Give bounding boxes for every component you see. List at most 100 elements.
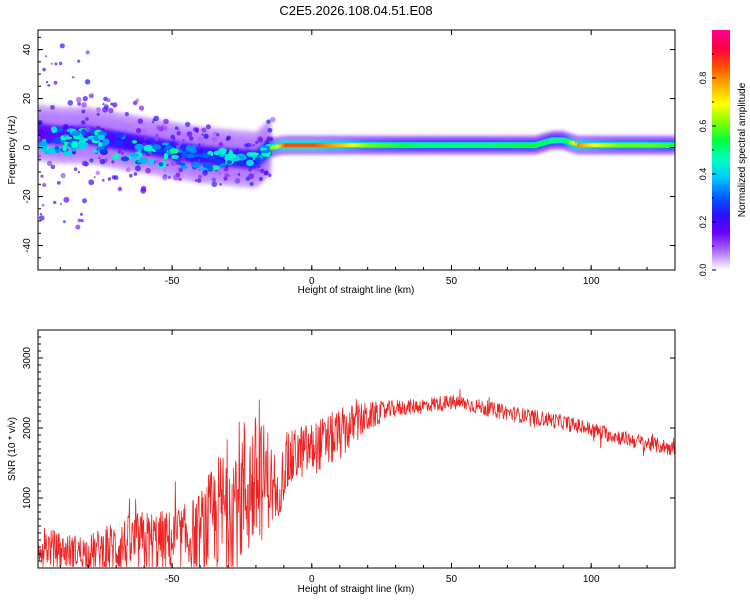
y-tick-label: 1000	[22, 486, 33, 509]
colorbar-label: Normalized spectral amplitude	[737, 82, 748, 217]
spectrogram-ridge-cell	[278, 144, 282, 148]
spectrogram-speck	[89, 141, 93, 145]
spectrogram-ridge-cell	[515, 143, 519, 147]
spectrogram-speck	[59, 202, 63, 206]
spectrogram-ridge-cell	[373, 143, 377, 147]
spectrogram-speck	[176, 131, 181, 136]
spectrogram-ridge-cell	[451, 143, 455, 147]
spectrogram-speck	[192, 127, 198, 132]
spectrogram-speck	[211, 136, 217, 143]
spectrogram-speck	[62, 124, 69, 130]
spectrogram-speck	[170, 140, 176, 146]
spectrogram-speck	[96, 112, 100, 116]
spectrogram-ridge-cell	[378, 143, 383, 147]
spectrogram-speck	[75, 224, 81, 230]
spectrogram-ridge-cell	[658, 143, 662, 147]
spectrogram-ridge-cell	[272, 145, 276, 149]
spectrogram-speck	[174, 126, 179, 130]
spectrogram-ridge-cell	[381, 143, 385, 147]
spectrogram-speck	[198, 143, 201, 146]
spectrogram-ridge-cell	[317, 143, 321, 147]
spectrogram-ridge-cell	[395, 143, 399, 147]
spectrogram-ridge-cell	[283, 143, 288, 147]
spectrogram-speck	[156, 125, 162, 131]
spectrogram-ridge-cell	[443, 143, 447, 147]
spectrogram-ridge-cell	[269, 145, 274, 150]
spectrogram-speck	[50, 62, 53, 65]
spectrogram-speck	[205, 124, 211, 130]
spectrogram-ridge-cell	[532, 143, 536, 147]
spectrogram-blob	[53, 136, 62, 144]
spectrogram-speck	[197, 178, 202, 183]
y-tick-label: 2000	[22, 416, 33, 439]
spectrogram-ridge-cell	[370, 143, 374, 147]
spectrogram-speck	[198, 159, 201, 161]
spectrogram-blob	[113, 139, 124, 146]
spectrogram-ridge-cell	[353, 143, 357, 147]
spectrogram-speck	[223, 176, 228, 181]
spectrogram-ridge-cell	[390, 143, 394, 147]
spectrogram-speck	[38, 154, 42, 158]
spectrogram-ridge-cell	[610, 143, 614, 147]
spectrogram-speck	[95, 170, 101, 176]
colorbar-tick-label: 0.6	[698, 120, 708, 133]
spectrogram-speck	[50, 105, 55, 110]
y-tick-label: 40	[22, 44, 33, 56]
spectrogram-ridge-cell	[297, 143, 301, 147]
spectrogram-speck	[186, 131, 193, 137]
spectrogram-ridge-cell	[328, 143, 332, 147]
spectrogram-ridge-cell	[560, 138, 564, 142]
snr-series-line	[38, 388, 675, 567]
spectrogram-speck	[185, 121, 191, 127]
spectrogram-speck	[134, 149, 137, 152]
spectrogram-ridge-cell	[661, 143, 665, 147]
spectrogram-blob	[43, 149, 51, 154]
spectrogram-ridge-cell	[580, 143, 584, 147]
spectrogram-speck	[63, 220, 66, 224]
colorbar-tick-label: 0.0	[698, 264, 708, 277]
spectrogram-speck	[81, 109, 86, 114]
spectrogram-ridge-cell	[552, 138, 556, 142]
spectrogram-ridge-cell	[334, 143, 338, 147]
spectrogram-ridge-cell	[518, 143, 522, 147]
spectrogram-speck	[103, 96, 108, 102]
spectrogram-speck	[234, 178, 241, 184]
spectrogram-speck	[178, 177, 182, 181]
spectrogram-ridge-cell	[314, 143, 318, 147]
spectrogram-ridge-cell	[404, 143, 408, 147]
spectrogram-speck	[88, 93, 94, 99]
spectrogram-ridge-cell	[362, 143, 366, 147]
spectrogram-speck	[44, 55, 48, 58]
spectrogram-speck	[248, 167, 253, 172]
spectrogram-speck	[257, 136, 263, 142]
spectrogram-ridge-cell	[588, 143, 592, 147]
spectrogram-ridge-cell	[487, 143, 491, 147]
spectrogram-speck	[108, 107, 114, 114]
spectrogram-ridge-cell	[616, 143, 620, 147]
spectrogram-speck	[129, 173, 133, 178]
spectrogram-speck	[112, 102, 118, 108]
spectrogram-speck	[164, 170, 166, 172]
spectrogram-speck	[194, 179, 198, 182]
spectrogram-speck	[39, 212, 43, 216]
spectrogram-ridge-cell	[342, 143, 346, 147]
spectrogram-ridge-cell	[479, 143, 483, 147]
spectrogram-speck	[54, 62, 58, 66]
spectrogram-blob	[97, 134, 105, 141]
spectrogram-speck	[117, 150, 122, 154]
spectrogram-blob	[102, 138, 110, 146]
spectrogram-ridge-cell	[300, 143, 304, 147]
spectrogram-speck	[218, 171, 221, 175]
spectrogram-blob	[179, 162, 186, 166]
spectrogram-speck	[226, 135, 231, 141]
spectrogram-speck	[170, 160, 177, 167]
spectrogram-speck	[77, 218, 82, 223]
spectrogram-speck	[264, 143, 267, 146]
spectrogram-blob	[148, 158, 155, 165]
spectrogram-speck	[88, 179, 95, 186]
spectrogram-speck	[38, 135, 41, 140]
spectrogram-blob	[62, 145, 67, 152]
spectrogram-ridge-cell	[350, 143, 355, 147]
spectrogram-ridge-cell	[415, 143, 419, 147]
spectrogram-ridge-cell	[323, 143, 327, 147]
